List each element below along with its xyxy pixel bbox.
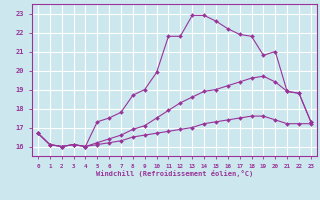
- X-axis label: Windchill (Refroidissement éolien,°C): Windchill (Refroidissement éolien,°C): [96, 170, 253, 177]
